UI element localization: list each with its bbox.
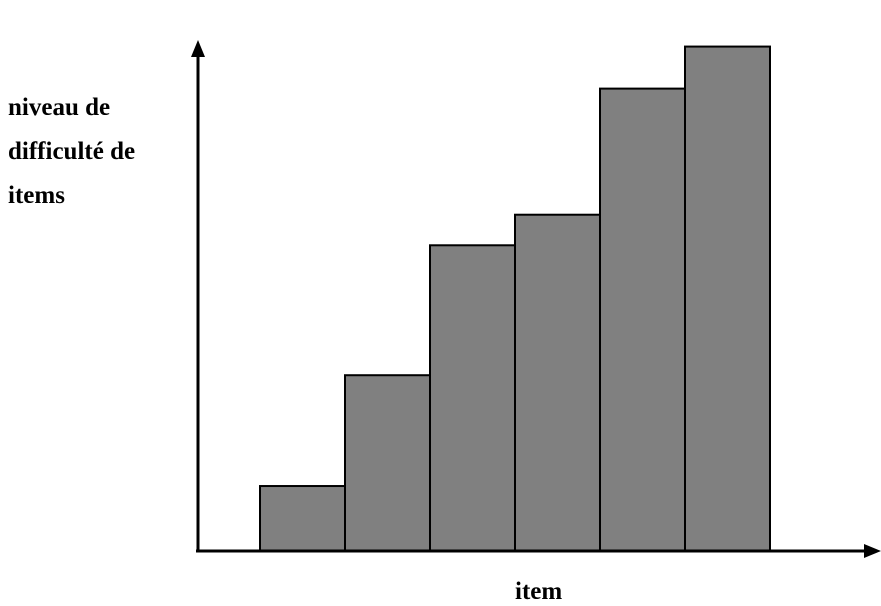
y-axis-arrowhead <box>191 40 205 57</box>
y-axis-label-line-2: difficulté de <box>8 138 136 165</box>
y-axis-label-line-3: items <box>8 182 65 209</box>
bar-4 <box>514 213 601 552</box>
y-axis-label: niveau de difficulté de items <box>8 86 188 218</box>
bar-2 <box>344 374 431 553</box>
bar-5 <box>599 87 686 552</box>
bars-group <box>259 45 771 553</box>
y-axis-label-line-1: niveau de <box>8 94 111 121</box>
bar-3 <box>429 244 516 553</box>
bar-6 <box>684 45 771 552</box>
bar-1 <box>259 485 346 552</box>
x-axis-label: item <box>515 578 563 605</box>
axes-group <box>191 40 881 558</box>
x-axis-arrowhead <box>864 544 881 558</box>
